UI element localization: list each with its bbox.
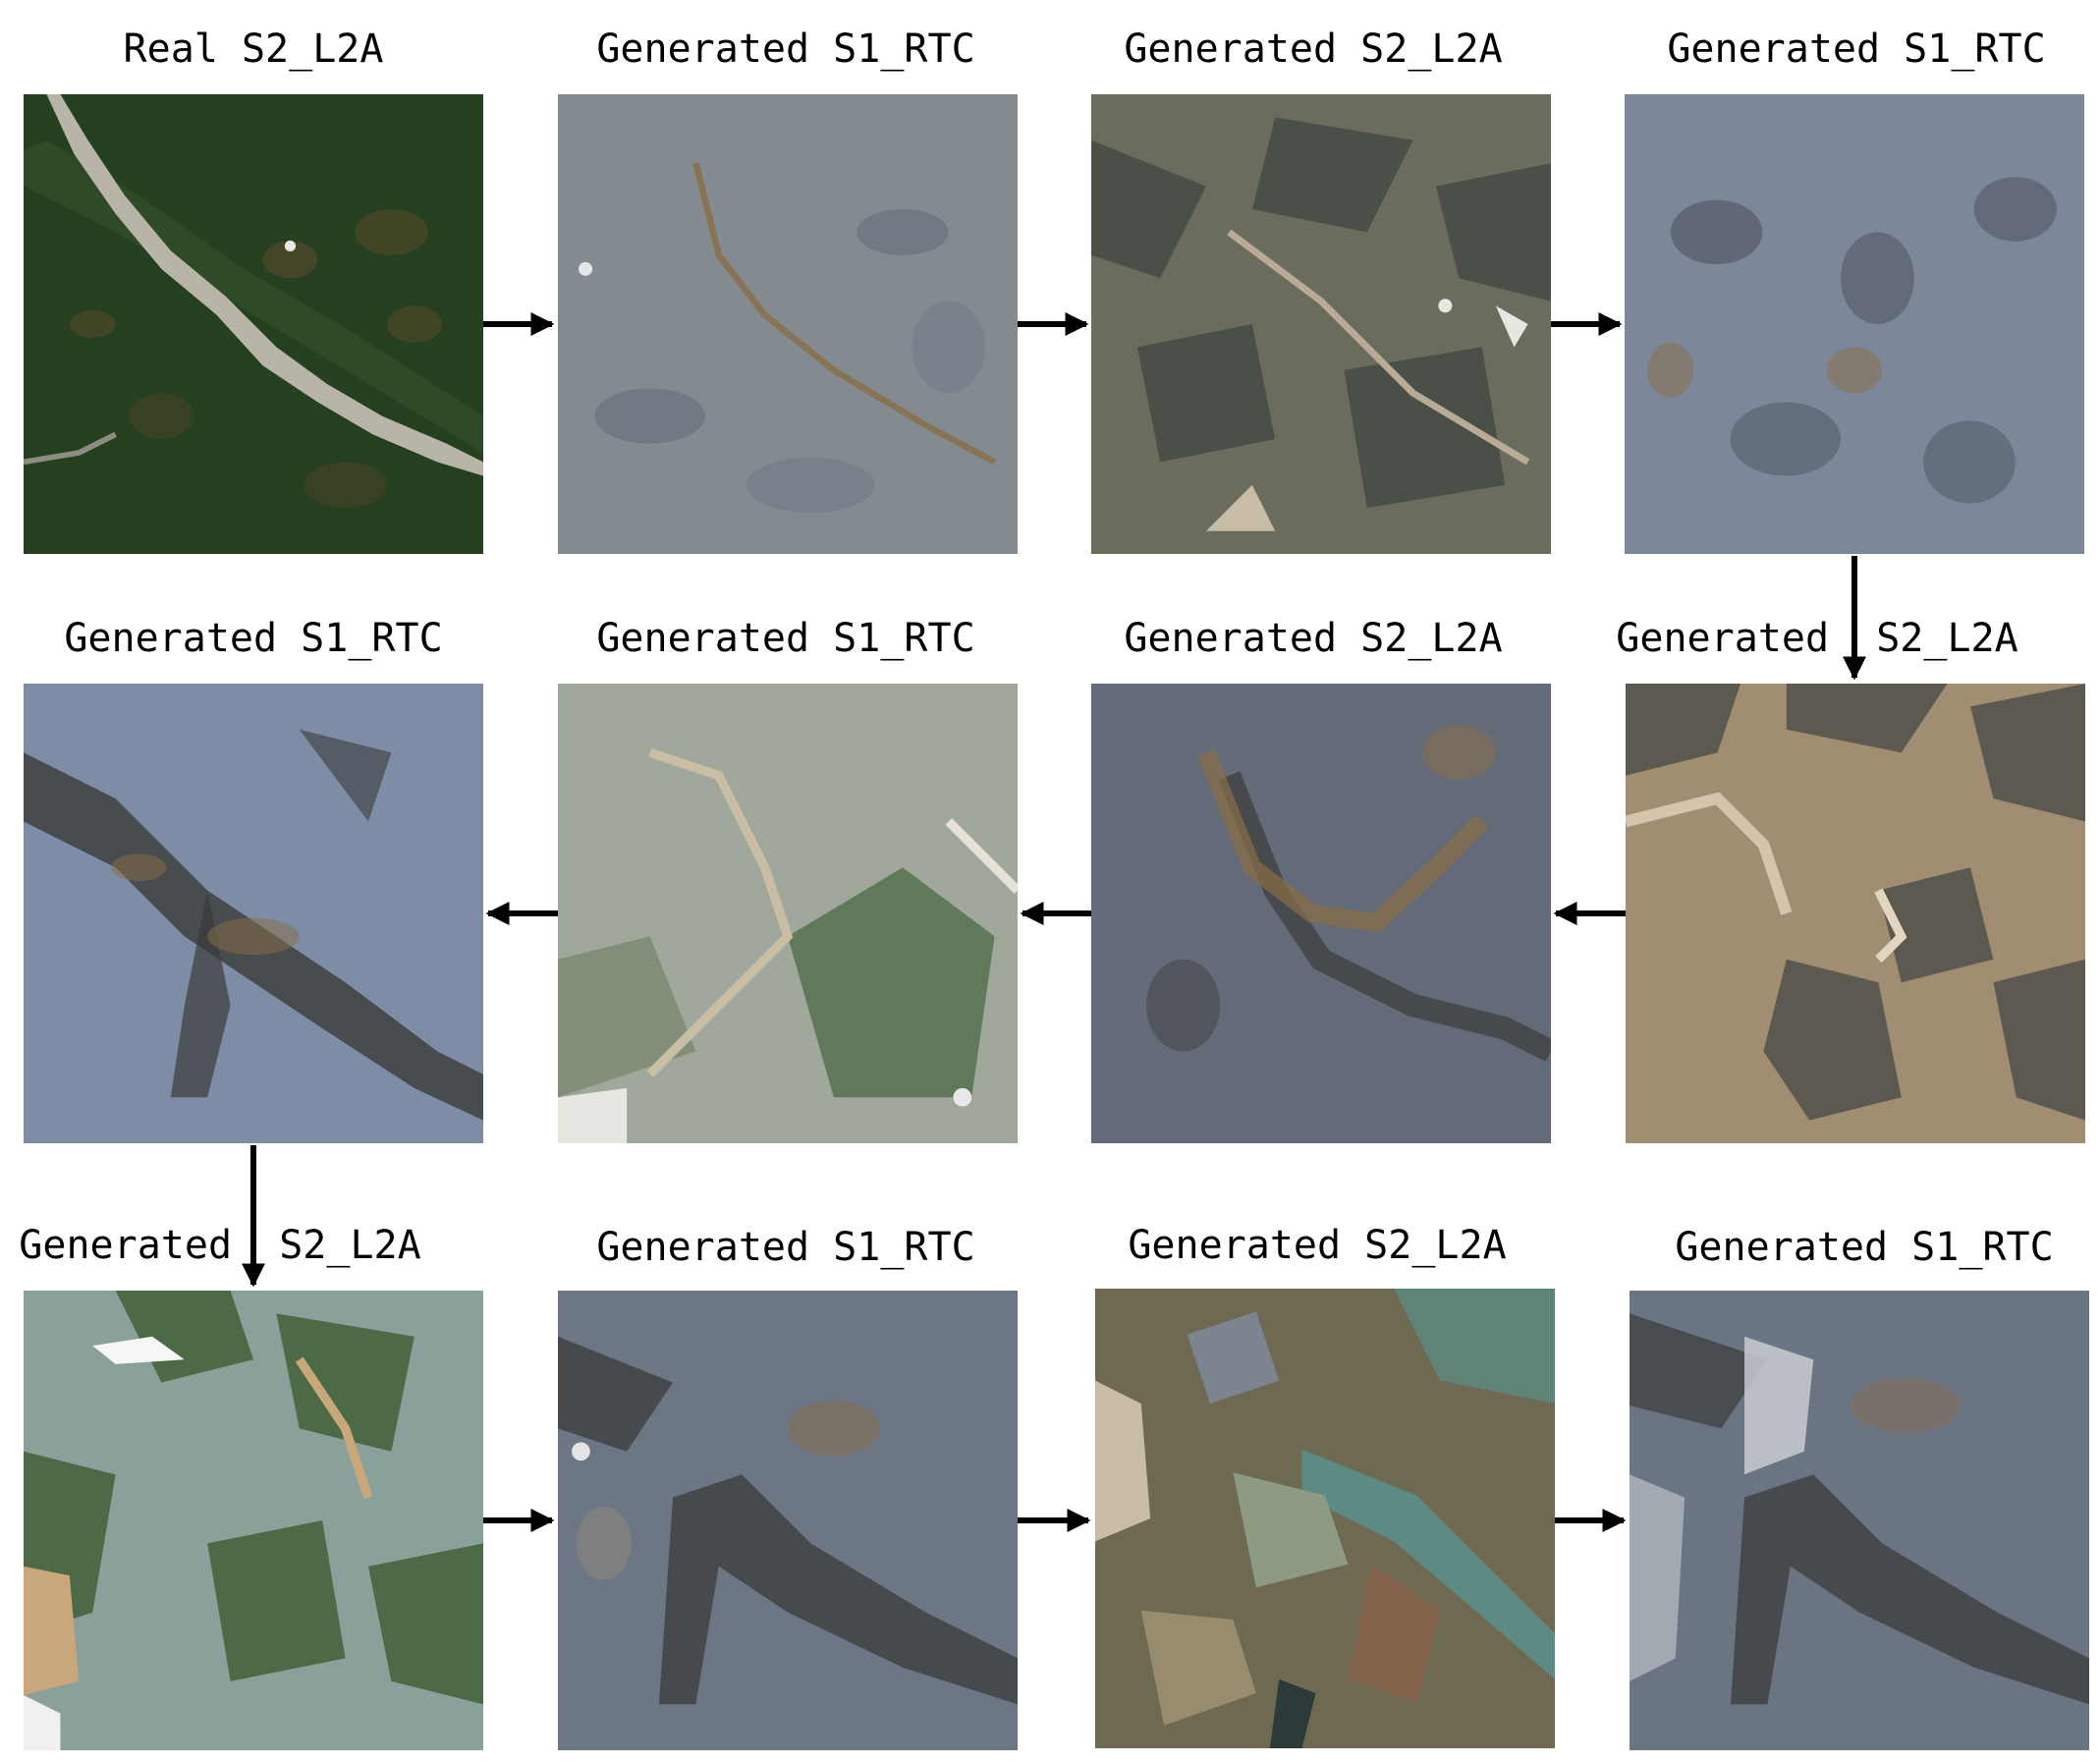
panel-2-image	[558, 94, 1018, 554]
panel-9-image	[24, 1291, 483, 1750]
panel-4-image	[1625, 94, 2084, 554]
panel-5-image	[24, 684, 483, 1143]
panel-7-image	[1091, 684, 1551, 1143]
panel-8-image	[1626, 684, 2085, 1143]
panel-3-title: Generated S2_L2A	[1124, 27, 1503, 72]
panel-12-title: Generated S1_RTC	[1675, 1225, 2054, 1270]
panel-6-title: Generated S1_RTC	[596, 616, 975, 661]
panel-4-title: Generated S1_RTC	[1667, 27, 2046, 72]
panel-11-title: Generated S2_L2A	[1128, 1223, 1507, 1268]
panel-10-image	[558, 1291, 1018, 1750]
panel-3-image	[1091, 94, 1551, 554]
panel-6-image	[558, 684, 1018, 1143]
panel-1-image	[24, 94, 483, 554]
panel-5-title: Generated S1_RTC	[64, 616, 443, 661]
panel-11-image	[1095, 1289, 1555, 1748]
panel-10-title: Generated S1_RTC	[596, 1225, 975, 1270]
panel-12-image	[1630, 1291, 2089, 1750]
panel-2-title: Generated S1_RTC	[596, 27, 975, 72]
panel-7-title: Generated S2_L2A	[1124, 616, 1503, 661]
panel-9-title: Generated S2_L2A	[19, 1223, 421, 1268]
panel-1-title: Real S2_L2A	[123, 27, 384, 72]
panel-8-title: Generated S2_L2A	[1616, 616, 2018, 661]
